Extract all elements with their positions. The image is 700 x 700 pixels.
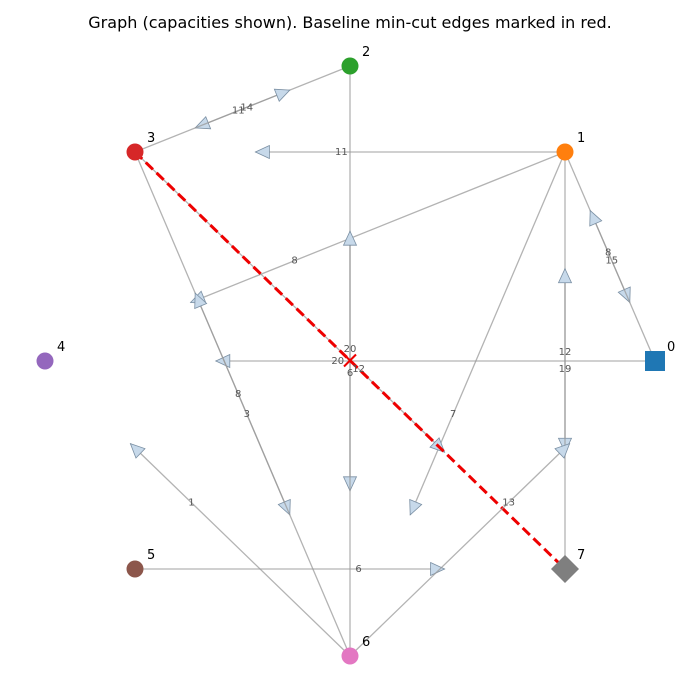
edge-line <box>589 210 656 362</box>
node-1[interactable]: 1 <box>556 131 586 161</box>
node-circle-marker[interactable] <box>556 143 574 161</box>
edge-3-2 <box>134 88 291 153</box>
capacity-label: 20 <box>331 356 344 367</box>
node-label: 2 <box>362 45 370 60</box>
capacity-label: 12 <box>559 347 572 358</box>
node-label: 1 <box>577 131 585 146</box>
node-4[interactable]: 4 <box>36 340 66 370</box>
capacity-label: 12 <box>352 364 365 375</box>
capacity-label: 6 <box>355 564 361 575</box>
node-6[interactable]: 6 <box>341 635 371 665</box>
capacity-label: 3 <box>244 409 250 420</box>
arrow-head-icon <box>129 442 146 459</box>
edge-7-1 <box>557 267 573 569</box>
arrow-head-icon <box>557 267 573 284</box>
capacity-label: 6 <box>347 368 353 379</box>
capacity-label: 13 <box>502 498 515 509</box>
node-diamond-marker[interactable] <box>551 555 579 583</box>
capacity-label: 14 <box>240 102 253 113</box>
edge-6-3 <box>194 292 351 657</box>
node-circle-marker[interactable] <box>126 560 144 578</box>
node-label: 3 <box>147 131 155 146</box>
arrow-head-icon <box>554 442 571 459</box>
capacity-label: 8 <box>235 389 241 400</box>
node-5[interactable]: 5 <box>126 548 156 578</box>
edge-line <box>134 89 291 153</box>
node-circle-marker[interactable] <box>126 143 144 161</box>
edge-1-3 <box>254 144 565 160</box>
capacity-label: 7 <box>450 409 456 420</box>
node-label: 7 <box>577 548 585 563</box>
node-3[interactable]: 3 <box>126 131 156 161</box>
node-circle-marker[interactable] <box>341 647 359 665</box>
arrow-head-icon <box>409 498 423 516</box>
node-label: 6 <box>362 635 370 650</box>
capacity-label: 20 <box>344 344 357 355</box>
arrow-head-icon <box>589 209 603 227</box>
node-circle-marker[interactable] <box>341 57 359 75</box>
edge-0-1 <box>589 209 656 362</box>
edges-layer <box>129 65 656 657</box>
capacity-label: 1 <box>188 498 194 509</box>
capacity-label: 11 <box>232 106 245 117</box>
arrow-head-icon <box>342 230 358 246</box>
node-2[interactable]: 2 <box>341 45 371 75</box>
edge-0-4 <box>214 353 655 369</box>
node-square-marker[interactable] <box>645 351 665 371</box>
node-label: 5 <box>147 548 155 563</box>
arrow-head-icon <box>273 88 291 103</box>
node-0[interactable]: 0 <box>645 340 675 371</box>
edge-5-7 <box>135 561 446 577</box>
edge-6-2 <box>342 230 358 656</box>
edge-1-4 <box>189 151 566 304</box>
node-label: 0 <box>667 340 675 355</box>
min-cut-edge-marker <box>133 150 567 571</box>
arrow-head-icon <box>254 144 270 160</box>
capacity-label: 8 <box>291 256 297 267</box>
edge-line <box>349 443 571 657</box>
capacity-label: 15 <box>605 256 618 267</box>
node-7[interactable]: 7 <box>551 548 585 583</box>
arrow-head-icon <box>194 292 208 310</box>
edge-6-0 <box>349 442 571 657</box>
cut-x-icon <box>343 353 357 368</box>
node-label: 4 <box>57 340 65 355</box>
capacity-label: 19 <box>559 364 572 375</box>
arrow-head-icon <box>430 561 446 577</box>
edge-1-6 <box>409 151 566 516</box>
figure-title: Graph (capacities shown). Baseline min-c… <box>88 13 611 32</box>
edge-line <box>409 151 566 516</box>
edge-6-4 <box>129 442 351 657</box>
node-circle-marker[interactable] <box>36 352 54 370</box>
edge-line <box>194 292 351 657</box>
capacity-label: 8 <box>605 247 611 258</box>
edge-line <box>190 151 566 304</box>
edge-3-7 <box>133 150 567 571</box>
edge-line <box>129 443 351 657</box>
capacity-label: 11 <box>335 147 348 158</box>
